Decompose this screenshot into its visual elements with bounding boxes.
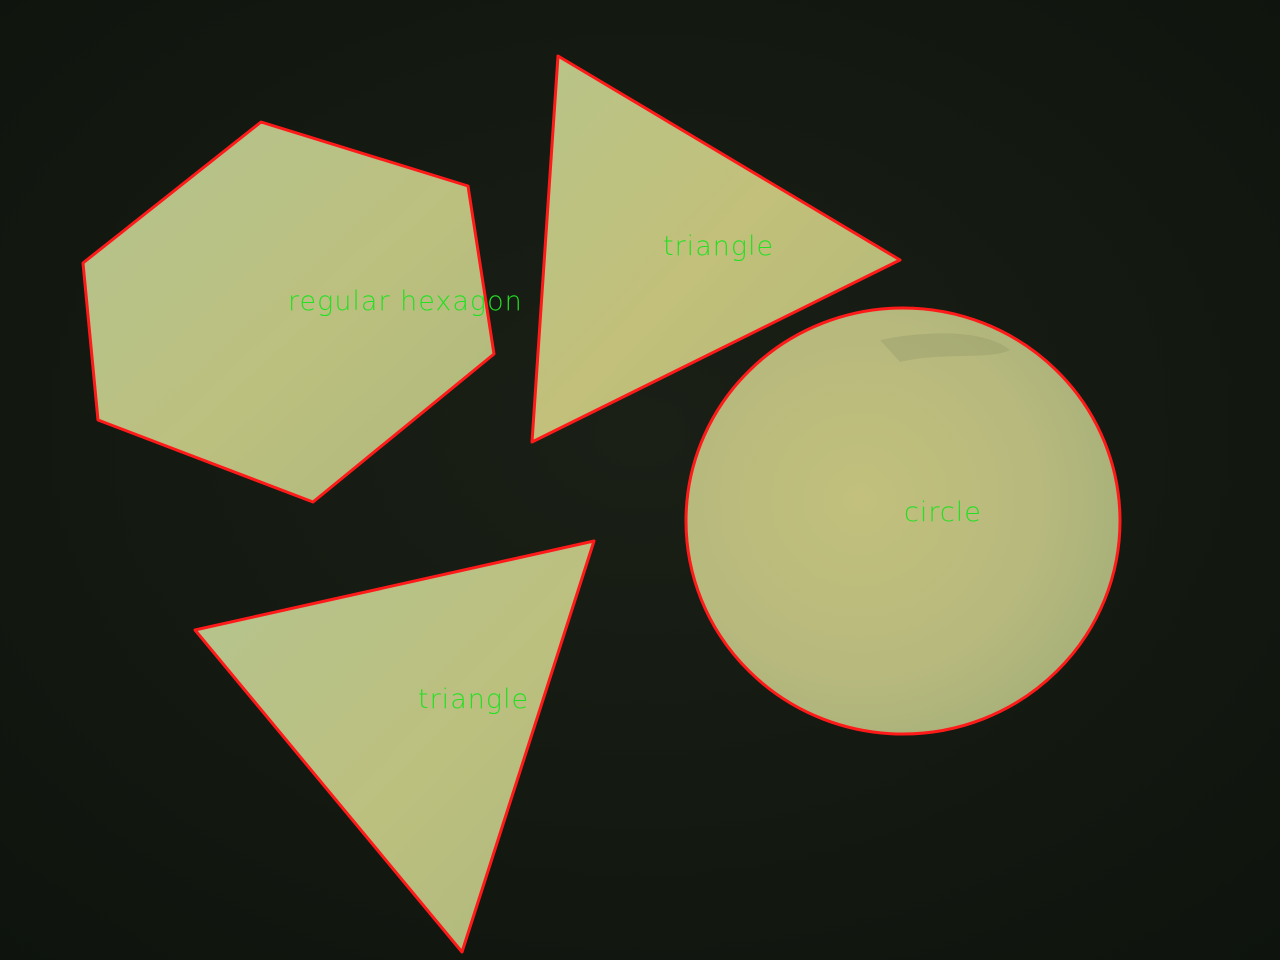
circle-paper <box>684 306 1122 736</box>
triangle-bottom-shape: triangle <box>193 539 596 954</box>
triangle-bottom-label: triangle <box>418 684 529 715</box>
circle-shape: circle <box>684 306 1122 736</box>
triangle-top-label: triangle <box>663 231 774 262</box>
triangle-top-paper <box>530 54 902 444</box>
circle-label: circle <box>904 497 982 528</box>
hexagon-shape: regular hexagon <box>81 120 523 504</box>
triangle-top-shape: triangle <box>530 54 902 444</box>
circle-shadow <box>880 333 1010 362</box>
triangle-bottom-paper <box>193 539 596 954</box>
hexagon-label: regular hexagon <box>288 286 523 317</box>
hexagon-paper <box>81 120 496 504</box>
